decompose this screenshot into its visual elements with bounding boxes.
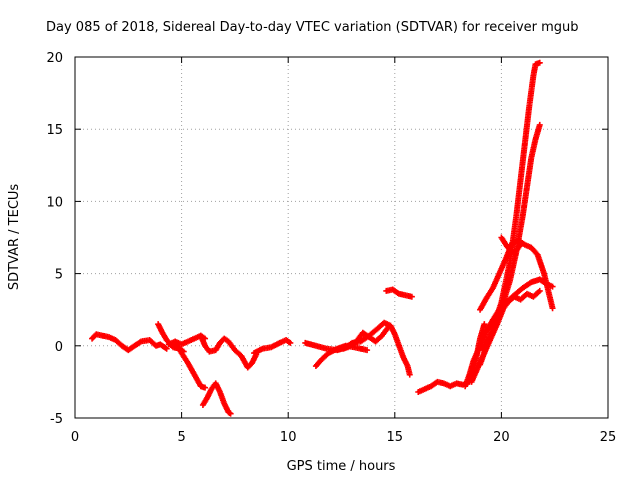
data-point — [549, 283, 556, 290]
data-point — [287, 339, 294, 346]
y-tick-label: 10 — [46, 195, 63, 210]
y-tick-label: 15 — [46, 123, 63, 138]
data-series — [89, 59, 556, 417]
plot-frame — [74, 56, 609, 419]
data-point — [227, 410, 234, 417]
x-axis-label: GPS time / hours — [287, 459, 396, 474]
data-point — [406, 371, 413, 378]
data-point — [536, 287, 543, 294]
x-tick-label: 0 — [71, 430, 79, 445]
axis-ticks — [74, 56, 609, 419]
series-arc4 — [172, 338, 209, 391]
series-arc11 — [383, 286, 415, 300]
data-point — [408, 293, 415, 300]
data-point — [549, 305, 556, 312]
data-point — [536, 59, 543, 66]
y-tick-label: 20 — [46, 51, 63, 66]
x-tick-label: 15 — [387, 430, 404, 445]
series-arc1 — [89, 331, 170, 354]
data-point — [364, 347, 371, 354]
chart-title: Day 085 of 2018, Sidereal Day-to-day VTE… — [46, 20, 579, 35]
series-arc6 — [199, 380, 234, 417]
y-tick-label: 0 — [55, 340, 63, 355]
series-arc7 — [251, 337, 294, 357]
y-tick-label: 5 — [55, 268, 63, 283]
x-tick-label: 25 — [600, 430, 617, 445]
data-point — [536, 121, 543, 128]
x-tick-label: 5 — [177, 430, 185, 445]
data-point — [481, 321, 488, 328]
series-arc10 — [340, 319, 413, 378]
series-arc9 — [312, 342, 371, 370]
data-point — [202, 384, 209, 391]
y-tick-label: -5 — [50, 412, 63, 427]
tick-labels: 0 5 10 15 20 25 -5 0 5 10 15 20 — [46, 51, 616, 445]
series-arc18 — [477, 59, 543, 368]
series-arc5 — [197, 332, 260, 371]
y-axis-label: SDTVAR / TECUs — [7, 184, 22, 291]
data-point — [163, 345, 170, 352]
x-tick-label: 10 — [280, 430, 297, 445]
x-tick-label: 20 — [493, 430, 510, 445]
